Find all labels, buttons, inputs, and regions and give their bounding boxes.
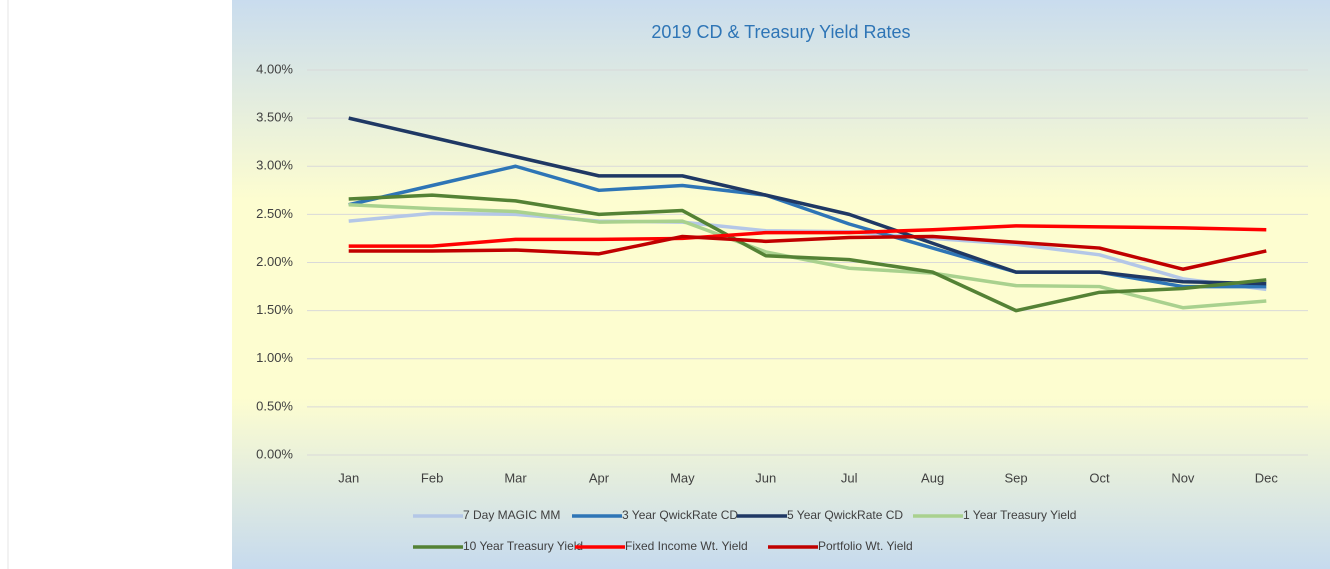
chart-title: 2019 CD & Treasury Yield Rates [651, 22, 910, 42]
x-tick-label: Nov [1171, 470, 1195, 485]
y-tick-label: 2.00% [256, 254, 293, 269]
x-tick-label: Jun [755, 470, 776, 485]
x-tick-label: May [670, 470, 695, 485]
x-tick-label: Jan [338, 470, 359, 485]
legend-label: 10 Year Treasury Yield [463, 539, 583, 553]
chart-area [232, 0, 1330, 569]
legend-label: Portfolio Wt. Yield [818, 539, 913, 553]
x-tick-label: Feb [421, 470, 443, 485]
series-line [348, 224, 1267, 248]
series-line [348, 193, 1267, 313]
y-tick-label: 4.00% [256, 61, 293, 76]
legend-label: 7 Day MAGIC MM [463, 508, 560, 522]
x-tick-label: Mar [504, 470, 527, 485]
legend-label: 1 Year Treasury Yield [963, 508, 1076, 522]
series-line [348, 116, 1267, 286]
x-tick-label: Dec [1255, 470, 1279, 485]
y-tick-label: 3.00% [256, 158, 293, 173]
x-tick-label: Apr [589, 470, 610, 485]
x-tick-label: Jul [841, 470, 858, 485]
y-tick-label: 0.50% [256, 398, 293, 413]
x-tick-label: Sep [1004, 470, 1027, 485]
y-tick-label: 3.50% [256, 110, 293, 125]
y-tick-label: 1.50% [256, 302, 293, 317]
legend-label: 3 Year QwickRate CD [622, 508, 738, 522]
x-tick-label: Aug [921, 470, 944, 485]
legend-label: 5 Year QwickRate CD [787, 508, 903, 522]
y-tick-label: 2.50% [256, 206, 293, 221]
series-line [348, 234, 1267, 271]
y-tick-label: 0.00% [256, 446, 293, 461]
y-tick-label: 1.00% [256, 350, 293, 365]
x-tick-label: Oct [1089, 470, 1110, 485]
legend-label: Fixed Income Wt. Yield [625, 539, 748, 553]
